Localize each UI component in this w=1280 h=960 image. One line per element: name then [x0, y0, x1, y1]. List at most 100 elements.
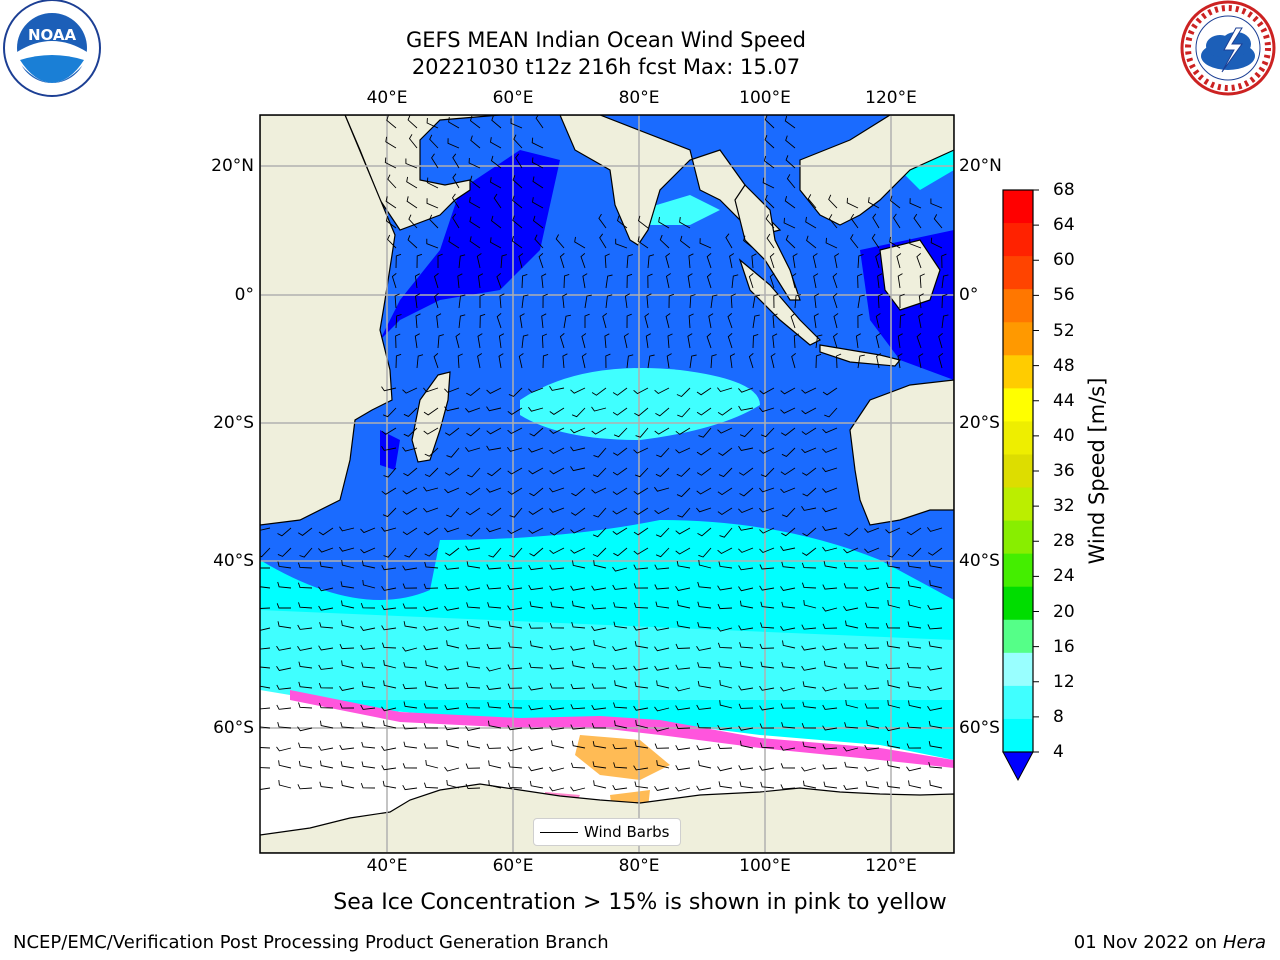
wind-barb: [760, 622, 775, 629]
wind-barb: [381, 565, 397, 571]
wind-barb: [675, 686, 691, 692]
wind-barb: [689, 294, 696, 309]
colorbar-bin: [1003, 718, 1033, 753]
wind-barb: [887, 547, 901, 558]
wind-barb: [748, 353, 754, 369]
colorbar-bin: [1003, 388, 1033, 422]
wind-barb: [490, 177, 502, 189]
wind-barb: [916, 333, 922, 349]
wind-barb: [387, 234, 397, 249]
wind-barb: [823, 561, 838, 569]
wind-barb: [706, 273, 712, 289]
wind-barb: [500, 254, 507, 269]
wind-barb: [675, 547, 691, 555]
wind-barb: [791, 353, 796, 369]
footer-host: Hera: [1222, 932, 1266, 953]
nws-logo: [1180, 0, 1276, 96]
wind-barb: [929, 580, 943, 589]
wind-barb: [844, 722, 859, 729]
wind-barb: [718, 561, 733, 569]
wind-barb: [864, 547, 880, 554]
wind-barb: [549, 664, 565, 670]
wind-barb: [780, 407, 796, 414]
wind-barb: [613, 547, 628, 557]
wind-barb: [654, 743, 670, 749]
wind-barb: [532, 176, 544, 189]
wind-barb: [477, 333, 483, 349]
wind-barb: [521, 273, 528, 289]
wind-barb: [769, 273, 775, 289]
wind-barb: [446, 779, 460, 789]
wind-barb: [260, 527, 271, 531]
wind-barb: [781, 722, 796, 729]
wind-barb: [550, 601, 565, 609]
wind-barb: [634, 741, 649, 749]
wind-barb: [277, 547, 292, 557]
wind-barb: [635, 427, 649, 438]
lon-tick-bottom: 100°E: [739, 856, 791, 876]
wind-barb: [899, 313, 906, 329]
wind-barb: [361, 741, 376, 749]
wind-barb: [529, 487, 544, 497]
wind-barb: [717, 387, 733, 393]
wind-barb: [633, 487, 649, 495]
wind-barb: [387, 174, 397, 189]
wind-barb: [633, 564, 649, 570]
wind-barb: [528, 685, 544, 691]
wind-barb: [843, 606, 859, 612]
wind-barb: [708, 313, 714, 329]
wind-barb: [646, 293, 652, 309]
wind-barb: [341, 660, 355, 669]
wind-barb: [604, 253, 610, 269]
wind-barb: [612, 387, 628, 396]
wind-barb: [886, 740, 901, 749]
wind-barb: [654, 507, 670, 515]
wind-barb: [402, 527, 418, 536]
wind-barb: [424, 681, 439, 689]
wind-barb: [802, 741, 817, 749]
wind-barb: [760, 601, 775, 609]
wind-barb: [928, 741, 943, 749]
wind-barb: [805, 216, 817, 229]
wind-barb: [717, 642, 733, 649]
wind-barb: [614, 680, 628, 689]
wind-barb: [665, 313, 671, 329]
wind-barb: [885, 663, 901, 669]
wind-barb: [637, 236, 649, 249]
wind-barb: [542, 353, 549, 369]
wind-barb: [633, 602, 649, 609]
wind-barb: [801, 447, 817, 454]
wind-barb: [751, 253, 757, 269]
wind-barb: [593, 507, 607, 518]
wind-barb: [425, 660, 439, 669]
wind-barb: [508, 387, 523, 397]
wind-barb: [822, 487, 838, 493]
wind-barb: [654, 665, 670, 671]
wind-barb: [549, 447, 565, 455]
wind-barb: [512, 195, 523, 209]
wind-barb: [479, 313, 486, 329]
wind-barb: [549, 585, 565, 591]
wind-barb: [727, 313, 733, 329]
wind-barb: [781, 507, 796, 518]
wind-barb: [612, 584, 628, 590]
wind-barb: [794, 294, 801, 309]
wind-barb: [907, 561, 922, 569]
wind-barb: [276, 684, 292, 690]
wind-barb: [437, 253, 443, 268]
wind-barb: [928, 761, 943, 769]
wind-barb: [759, 723, 775, 729]
wind-barb: [675, 643, 691, 649]
wind-barb: [549, 507, 565, 513]
wind-barb: [738, 525, 754, 531]
wind-barb: [403, 427, 418, 437]
wind-barb: [580, 253, 586, 269]
wind-barb: [570, 786, 586, 792]
wind-barb: [656, 680, 670, 689]
wind-barb: [696, 722, 712, 729]
wind-barb: [843, 663, 858, 669]
colorbar-tick-label: 4: [1053, 742, 1064, 762]
wind-barb: [864, 643, 880, 649]
wind-barb: [465, 507, 481, 516]
colorbar-bin: [1003, 355, 1033, 389]
